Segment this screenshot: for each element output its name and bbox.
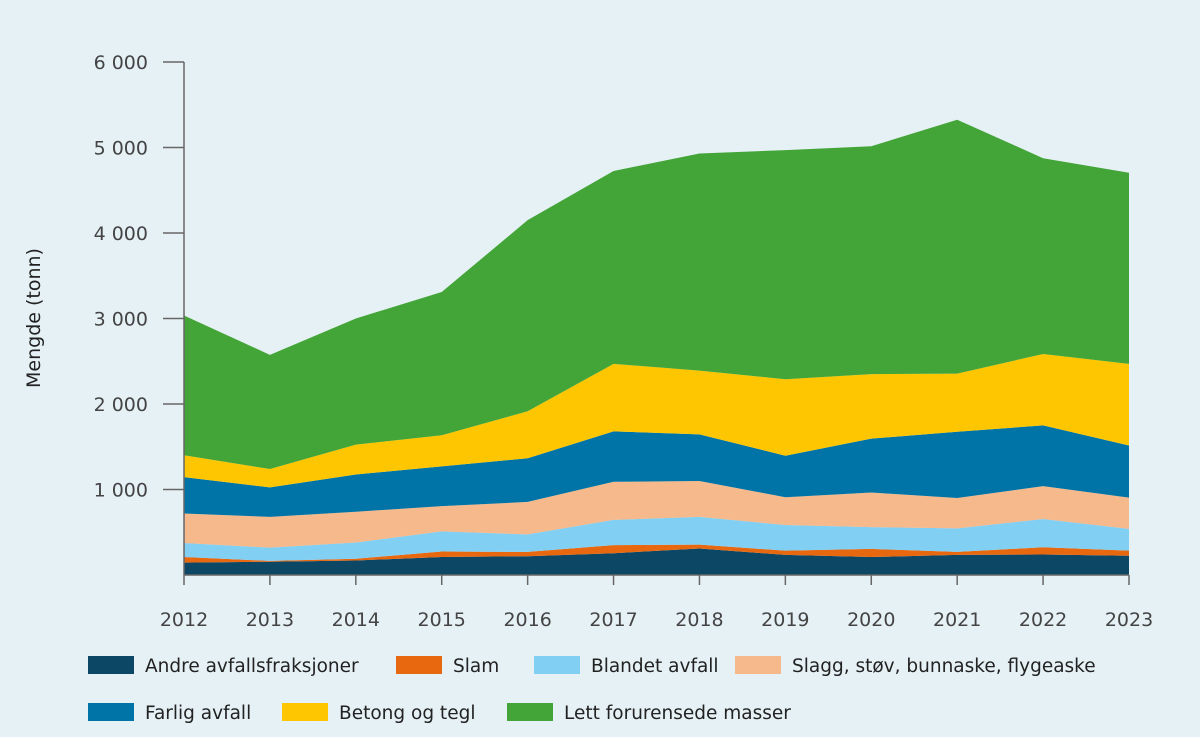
legend-swatch — [534, 656, 580, 674]
legend-item: Betong og tegl — [282, 703, 475, 724]
area-slam — [184, 544, 1129, 563]
legend-item: Lett forurensede masser — [507, 703, 791, 724]
x-tick-label: 2015 — [418, 609, 466, 631]
y-tick-label: 4 000 — [94, 223, 148, 245]
legend-label: Slam — [453, 656, 499, 677]
y-tick-label: 5 000 — [94, 138, 148, 160]
y-tick-label: 2 000 — [94, 394, 148, 416]
legend-swatch — [88, 703, 134, 721]
y-tick-label: 1 000 — [94, 480, 148, 502]
legend-swatch — [282, 703, 328, 721]
areas — [184, 119, 1129, 575]
x-tick-label: 2017 — [589, 609, 637, 631]
legend-label: Lett forurensede masser — [564, 703, 791, 724]
legend-item: Blandet avfall — [534, 656, 719, 677]
x-tick-label: 2019 — [761, 609, 809, 631]
legend-label: Slagg, støv, bunnaske, flygeaske — [792, 656, 1096, 677]
legend-swatch — [507, 703, 553, 721]
x-tick-label: 2020 — [847, 609, 895, 631]
x-tick-label: 2023 — [1105, 609, 1153, 631]
x-tick-label: 2013 — [246, 609, 294, 631]
legend-swatch — [396, 656, 442, 674]
area-slagg-st-v-bunnaske-flygeaske — [184, 480, 1129, 548]
x-tick-label: 2016 — [503, 609, 551, 631]
legend-item: Andre avfallsfraksjoner — [88, 656, 359, 677]
area-lett-forurensede-masser — [184, 119, 1129, 469]
axes: 1 000 2 000 3 000 4 000 5 000 6 000 2012 2013 20… — [94, 52, 1154, 631]
y-tick-label: 6 000 — [94, 52, 148, 74]
area-blandet-avfall — [184, 516, 1129, 561]
legend-swatch — [88, 656, 134, 674]
legend-item: Slam — [396, 656, 499, 677]
y-axis-label: Mengde (tonn) — [23, 248, 45, 388]
area-andre-avfallsfraksjoner — [184, 548, 1129, 575]
x-tick-label: 2022 — [1019, 609, 1067, 631]
legend-label: Farlig avfall — [145, 703, 251, 724]
area-betong-og-tegl — [184, 353, 1129, 488]
legend-label: Blandet avfall — [591, 656, 719, 677]
legend-label: Betong og tegl — [339, 703, 475, 724]
x-tick-label: 2014 — [332, 609, 380, 631]
legend: Andre avfallsfraksjoner Slam Blandet avfal… — [88, 656, 1096, 724]
legend-item: Farlig avfall — [88, 703, 251, 724]
x-tick-label: 2018 — [675, 609, 723, 631]
legend-swatch — [735, 656, 781, 674]
x-tick-label: 2021 — [933, 609, 981, 631]
legend-label: Andre avfallsfraksjoner — [145, 656, 359, 677]
x-tick-label: 2012 — [160, 609, 208, 631]
y-tick-label: 3 000 — [94, 309, 148, 331]
legend-item: Slagg, støv, bunnaske, flygeaske — [735, 656, 1096, 677]
area-farlig-avfall — [184, 425, 1129, 517]
